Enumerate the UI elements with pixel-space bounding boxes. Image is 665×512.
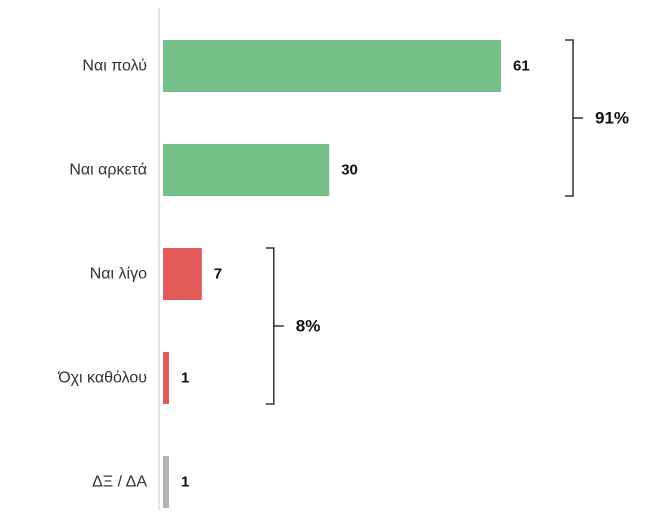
category-label: ΔΞ / ΔΑ bbox=[92, 474, 147, 491]
group-bracket bbox=[265, 247, 284, 405]
category-label: Ναι πολύ bbox=[82, 58, 147, 75]
bar bbox=[163, 248, 202, 300]
group-total-label: 8% bbox=[296, 317, 321, 336]
value-label: 61 bbox=[513, 58, 530, 75]
bar bbox=[163, 456, 169, 508]
value-label: 1 bbox=[181, 370, 189, 387]
group-bracket bbox=[565, 39, 583, 197]
bar bbox=[163, 352, 169, 404]
bar bbox=[163, 144, 330, 196]
category-label: Όχι καθόλου bbox=[57, 370, 147, 387]
value-label: 30 bbox=[341, 162, 358, 179]
group-brackets: 91% 8% bbox=[265, 39, 629, 405]
category-label: Ναι αρκετά bbox=[69, 162, 147, 179]
category-labels: Ναι πολύ Ναι αρκετά Ναι λίγο Όχι καθόλου ΔΞ … bbox=[57, 58, 147, 491]
bars bbox=[163, 40, 501, 508]
value-label: 7 bbox=[214, 266, 222, 283]
group-total-label: 91% bbox=[595, 109, 629, 128]
value-labels: 61 30 7 1 1 bbox=[181, 58, 530, 491]
value-label: 1 bbox=[181, 474, 189, 491]
bar bbox=[163, 40, 501, 92]
category-label: Ναι λίγο bbox=[90, 266, 147, 283]
